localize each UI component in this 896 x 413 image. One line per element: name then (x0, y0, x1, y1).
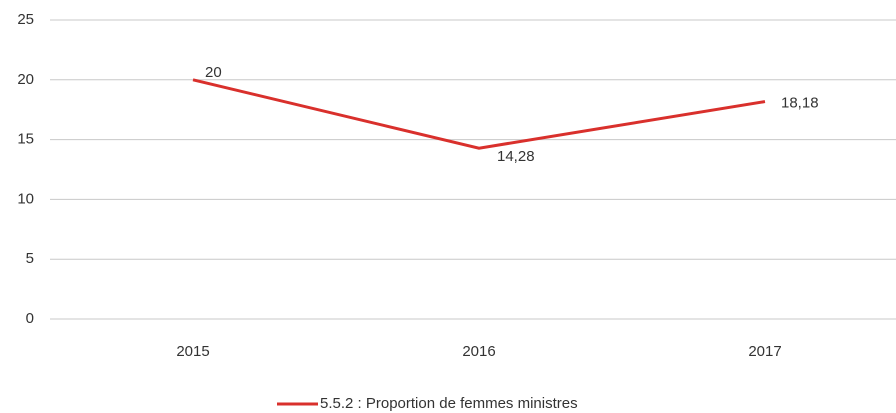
x-tick-label: 2017 (748, 343, 781, 360)
y-tick-label: 10 (17, 190, 34, 207)
legend-label: 5.5.2 : Proportion de femmes ministres (320, 395, 578, 412)
y-tick-label: 0 (26, 310, 34, 327)
x-tick-label: 2016 (462, 343, 495, 360)
y-tick-label: 20 (17, 71, 34, 88)
y-tick-label: 25 (17, 11, 34, 28)
x-tick-label: 2015 (176, 343, 209, 360)
y-tick-label: 15 (17, 131, 34, 148)
data-line (192, 78, 766, 150)
data-label: 20 (205, 64, 222, 81)
y-tick-label: 5 (26, 250, 34, 267)
data-label: 18,18 (781, 95, 819, 112)
data-label: 14,28 (497, 148, 535, 165)
